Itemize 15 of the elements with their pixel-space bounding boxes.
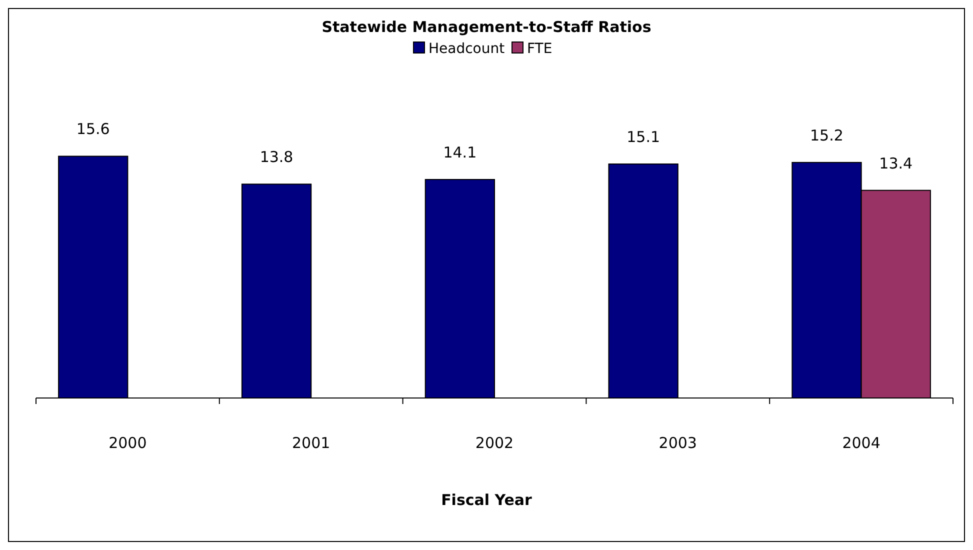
data-label: 13.4 — [879, 154, 913, 172]
legend-label: Headcount — [428, 41, 506, 57]
x-tick-label: 2001 — [292, 434, 330, 452]
x-tick-label: 2004 — [842, 434, 880, 452]
legend-label: FTE — [527, 41, 552, 57]
chart-title: Statewide Management-to-Staff Ratios — [322, 18, 652, 36]
data-label: 15.1 — [626, 128, 660, 146]
data-label: 13.8 — [260, 148, 294, 166]
x-axis-title: Fiscal Year — [441, 491, 533, 509]
data-label: 15.2 — [810, 126, 844, 144]
x-tick-label: 2002 — [475, 434, 514, 452]
data-label: 15.6 — [76, 120, 110, 138]
data-label: 14.1 — [443, 143, 477, 162]
x-tick-label: 2003 — [658, 434, 697, 452]
x-tick-label: 2000 — [108, 434, 147, 452]
